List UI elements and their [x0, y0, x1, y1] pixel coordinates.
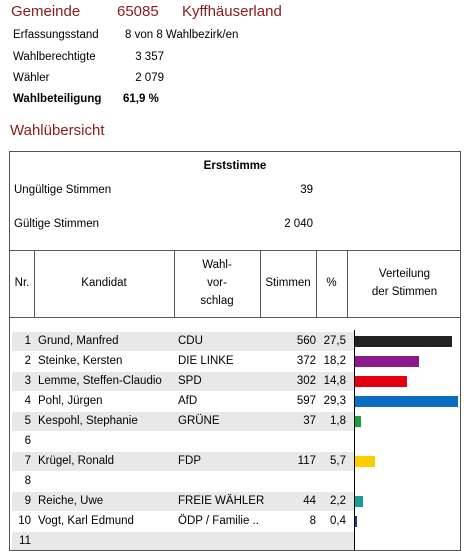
bar-axis [354, 330, 355, 550]
header-top-rule [10, 250, 460, 251]
candidate-name: Steinke, Kersten [38, 355, 123, 367]
party-name: CDU [178, 335, 203, 347]
table-row: 2 Steinke, Kersten DIE LINKE 372 18,2 [12, 352, 355, 371]
invalid-votes-label: Ungültige Stimmen [14, 184, 112, 196]
row-nr: 1 [24, 335, 31, 347]
col-divider [174, 250, 175, 317]
col-header-nr: Nr. [14, 277, 30, 289]
vote-percent: 2,2 [330, 495, 346, 507]
party-name: FDP [178, 455, 201, 467]
vote-count: 37 [303, 415, 316, 427]
vote-count: 302 [296, 375, 316, 387]
col-header-wahl-3: schlag [200, 295, 234, 307]
vote-percent: 29,3 [323, 395, 346, 407]
col-header-kandidat: Kandidat [81, 277, 127, 289]
vote-share-bar [355, 416, 361, 427]
table-row: 11 [12, 532, 355, 550]
vote-count: 8 [309, 515, 316, 527]
row-nr: 7 [24, 455, 31, 467]
candidate-name: Krügel, Ronald [38, 455, 115, 467]
vote-percent: 1,8 [330, 415, 346, 427]
row-nr: 4 [24, 395, 31, 407]
vote-share-bar [355, 356, 419, 367]
vote-percent: 27,5 [323, 335, 346, 347]
col-divider [260, 250, 261, 317]
municipality-code: 65085 [117, 3, 159, 20]
table-row: 6 [12, 432, 355, 451]
col-divider [316, 250, 317, 317]
vote-share-bar [355, 396, 458, 407]
vote-percent: 14,8 [323, 375, 346, 387]
candidate-name: Pohl, Jürgen [38, 395, 103, 407]
section-title: Wahlübersicht [10, 122, 105, 139]
erfassung-label: Erfassungsstand [13, 29, 99, 41]
col-header-wahl-1: Wahl- [202, 259, 232, 271]
header-bottom-rule [10, 317, 460, 318]
vote-count: 44 [303, 495, 316, 507]
berechtigte-label: Wahlberechtigte [13, 51, 96, 63]
party-name: GRÜNE [178, 415, 220, 427]
municipality-name: Kyffhäuserland [182, 3, 282, 20]
row-nr: 11 [19, 535, 31, 547]
erfassung-value: 8 von 8 Wahlbezirk/en [125, 29, 239, 41]
vote-percent: 0,4 [330, 515, 346, 527]
col-header-stimmen: Stimmen [265, 277, 311, 289]
municipality-label: Gemeinde [11, 3, 81, 20]
valid-votes-label: Gültige Stimmen [14, 218, 100, 230]
candidate-name: Grund, Manfred [38, 335, 119, 347]
table-title: Erststimme [203, 160, 267, 172]
row-nr: 5 [24, 415, 31, 427]
candidate-name: Lemme, Steffen-Claudio [38, 375, 162, 387]
party-name: ÖDP / Familie .. [178, 515, 259, 527]
vote-share-bar [355, 376, 407, 387]
vote-share-bar [355, 496, 363, 507]
table-row: 7 Krügel, Ronald FDP 117 5,7 [12, 452, 355, 471]
table-row: 10 Vogt, Karl Edmund ÖDP / Familie .. 8 0,4 [12, 512, 355, 531]
table-row: 8 [12, 472, 355, 491]
vote-count: 560 [296, 335, 316, 347]
col-divider [34, 250, 35, 317]
vote-percent: 5,7 [330, 455, 346, 467]
candidate-name: Kespohl, Stephanie [38, 415, 138, 427]
vote-count: 372 [296, 355, 316, 367]
table-row: 3 Lemme, Steffen-Claudio SPD 302 14,8 [12, 372, 355, 391]
invalid-votes-value: 39 [300, 184, 313, 196]
candidate-name: Reiche, Uwe [38, 495, 104, 507]
row-nr: 10 [18, 515, 31, 527]
row-nr: 8 [24, 475, 31, 487]
table-row: 4 Pohl, Jürgen AfD 597 29,3 [12, 392, 355, 411]
valid-votes-value: 2 040 [284, 218, 313, 230]
col-divider [347, 250, 348, 317]
table-row: 1 Grund, Manfred CDU 560 27,5 [12, 332, 355, 351]
waehler-label: Wähler [13, 72, 50, 84]
vote-share-bar [355, 456, 375, 467]
party-name: SPD [178, 375, 202, 387]
row-nr: 9 [24, 495, 31, 507]
vote-count: 597 [296, 395, 316, 407]
table-row: 5 Kespohl, Stephanie GRÜNE 37 1,8 [12, 412, 355, 431]
col-header-pct: % [326, 277, 337, 289]
col-header-wahl-2: vor- [207, 277, 227, 289]
candidate-name: Vogt, Karl Edmund [38, 515, 134, 527]
party-name: AfD [178, 395, 198, 407]
results-table: Erststimme Ungültige Stimmen 39 Gültige … [9, 151, 461, 551]
row-nr: 6 [24, 435, 31, 447]
row-nr: 2 [24, 355, 31, 367]
beteiligung-value: 61,9 % [123, 93, 159, 105]
waehler-value: 2 079 [135, 72, 164, 84]
vote-percent: 18,2 [323, 355, 346, 367]
berechtigte-value: 3 357 [135, 51, 164, 63]
col-header-verteilung-1: Verteilung [378, 268, 431, 280]
col-header-verteilung-2: der Stimmen [371, 286, 438, 298]
beteiligung-label: Wahlbeteiligung [13, 93, 102, 105]
table-row: 9 Reiche, Uwe FREIE WÄHLER 44 2,2 [12, 492, 355, 511]
vote-share-bar [355, 516, 357, 527]
row-nr: 3 [24, 375, 31, 387]
party-name: DIE LINKE [178, 355, 234, 367]
vote-count: 117 [297, 455, 316, 467]
party-name: FREIE WÄHLER [178, 495, 265, 507]
vote-share-bar [355, 336, 452, 347]
